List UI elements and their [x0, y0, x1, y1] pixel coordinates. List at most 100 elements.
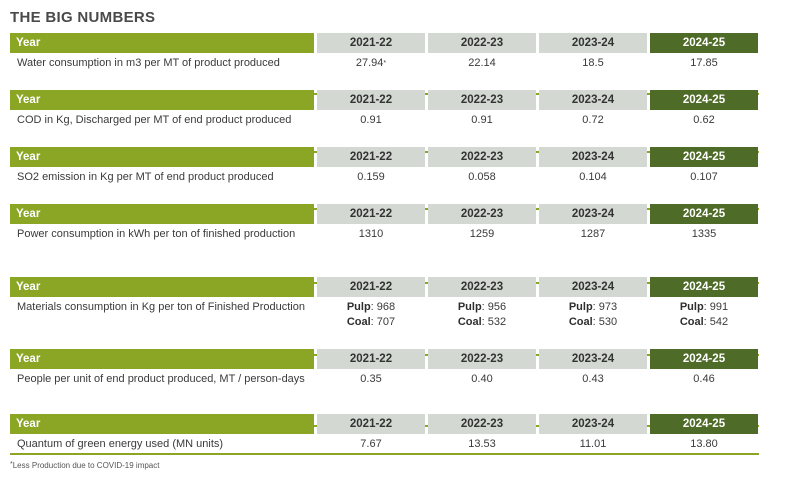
- pulp-value: 956: [487, 301, 507, 313]
- metric-value: 27.94*: [355, 57, 387, 69]
- pulp-label: Pulp: [679, 301, 704, 313]
- metric-value: 0.46: [693, 373, 715, 385]
- metric-label: Quantum of green energy used (MN units): [17, 438, 224, 450]
- year-column-header-current: 2024-25: [650, 349, 758, 369]
- metric-value: 0.35: [360, 373, 382, 385]
- table-row: Materials consumption in Kg per ton of F…: [10, 297, 759, 356]
- table-row: People per unit of end product produced,…: [10, 369, 759, 427]
- metric-value: 0.40: [471, 373, 493, 385]
- metric-value: 0.43: [582, 373, 604, 385]
- metric-value: 18.5: [582, 57, 604, 69]
- page-title: THE BIG NUMBERS: [10, 9, 156, 26]
- year-column-header: 2022-23: [428, 147, 536, 167]
- pulp-label: Pulp: [457, 301, 482, 313]
- year-column-header-current: 2024-25: [650, 277, 758, 297]
- year-column-header: 2023-24: [539, 277, 647, 297]
- metric-label: People per unit of end product produced,…: [17, 373, 305, 385]
- year-column-header: 2023-24: [539, 147, 647, 167]
- metric-table-green-energy: Year 2021-22 2022-23 2023-24 2024-25 Qua…: [10, 414, 759, 455]
- material-values: Pulp: 968 Coal: 707: [346, 301, 396, 328]
- table-header: Year 2021-22 2022-23 2023-24 2024-25: [10, 414, 759, 434]
- year-column-header: 2022-23: [428, 204, 536, 224]
- year-column-header: 2021-22: [317, 349, 425, 369]
- footnote-marker: *: [383, 60, 387, 67]
- table-row: Power consumption in kWh per ton of fini…: [10, 224, 759, 284]
- footnote-marker: *: [10, 461, 13, 468]
- metric-value: 1287: [580, 228, 606, 240]
- year-column-header-current: 2024-25: [650, 414, 758, 434]
- year-column-header-current: 2024-25: [650, 204, 758, 224]
- year-column-header: 2022-23: [428, 33, 536, 53]
- pulp-label: Pulp: [568, 301, 593, 313]
- metric-table-cod: Year 2021-22 2022-23 2023-24 2024-25 COD…: [10, 90, 759, 153]
- table-row: Quantum of green energy used (MN units) …: [10, 434, 759, 455]
- year-column-header-current: 2024-25: [650, 147, 758, 167]
- table-row: Water consumption in m3 per MT of produc…: [10, 53, 759, 95]
- coal-value: 542: [709, 316, 729, 328]
- metric-value: 0.107: [690, 171, 718, 183]
- coal-label: Coal: [568, 316, 593, 328]
- year-column-header: 2021-22: [317, 204, 425, 224]
- year-column-header: 2021-22: [317, 414, 425, 434]
- pulp-value: 991: [709, 301, 729, 313]
- coal-value: 707: [376, 316, 396, 328]
- year-column-header: 2021-22: [317, 33, 425, 53]
- metric-value: 1259: [469, 228, 495, 240]
- metric-value: 17.85: [690, 57, 718, 69]
- metric-table-people: Year 2021-22 2022-23 2023-24 2024-25 Peo…: [10, 349, 759, 427]
- table-header: Year 2021-22 2022-23 2023-24 2024-25: [10, 349, 759, 369]
- year-column-header: 2022-23: [428, 349, 536, 369]
- metric-value: 22.14: [468, 57, 496, 69]
- metric-value: 13.53: [468, 438, 496, 450]
- coal-value: 532: [487, 316, 507, 328]
- header-label: Year: [10, 277, 314, 297]
- year-column-header: 2022-23: [428, 90, 536, 110]
- material-values: Pulp: 956 Coal: 532: [457, 301, 507, 328]
- pulp-label: Pulp: [346, 301, 371, 313]
- metric-value: 0.72: [582, 114, 604, 126]
- metric-table-so2: Year 2021-22 2022-23 2023-24 2024-25 SO2…: [10, 147, 759, 210]
- material-values: Pulp: 973 Coal: 530: [568, 301, 618, 328]
- header-label: Year: [10, 349, 314, 369]
- table-header: Year 2021-22 2022-23 2023-24 2024-25: [10, 277, 759, 297]
- year-column-header: 2023-24: [539, 414, 647, 434]
- year-column-header: 2021-22: [317, 90, 425, 110]
- coal-label: Coal: [457, 316, 482, 328]
- metric-value: 0.91: [471, 114, 493, 126]
- metric-value: 1310: [358, 228, 384, 240]
- coal-label: Coal: [346, 316, 371, 328]
- metric-value: 7.67: [360, 438, 382, 450]
- table-header: Year 2021-22 2022-23 2023-24 2024-25: [10, 204, 759, 224]
- metric-label: Materials consumption in Kg per ton of F…: [17, 301, 305, 313]
- year-column-header: 2021-22: [317, 277, 425, 297]
- table-header: Year 2021-22 2022-23 2023-24 2024-25: [10, 147, 759, 167]
- metric-value: 1335: [691, 228, 717, 240]
- pulp-value: 968: [376, 301, 396, 313]
- header-label: Year: [10, 147, 314, 167]
- metric-value: 0.62: [693, 114, 715, 126]
- year-column-header: 2023-24: [539, 33, 647, 53]
- footnote-text: Less Production due to COVID-19 impact: [12, 461, 160, 470]
- metric-label: COD in Kg, Discharged per MT of end prod…: [17, 114, 292, 126]
- table-header: Year 2021-22 2022-23 2023-24 2024-25: [10, 90, 759, 110]
- metric-table-power: Year 2021-22 2022-23 2023-24 2024-25 Pow…: [10, 204, 759, 284]
- metric-label: SO2 emission in Kg per MT of end product…: [17, 171, 274, 183]
- metric-value: 13.80: [690, 438, 718, 450]
- metric-table-water: Year 2021-22 2022-23 2023-24 2024-25 Wat…: [10, 33, 759, 95]
- pulp-value: 973: [598, 301, 618, 313]
- footnote: *Less Production due to COVID-19 impact: [10, 461, 159, 470]
- year-column-header: 2022-23: [428, 277, 536, 297]
- metric-value: 0.104: [579, 171, 607, 183]
- metric-value: 0.159: [357, 171, 385, 183]
- material-values: Pulp: 991 Coal: 542: [679, 301, 729, 328]
- metric-label: Power consumption in kWh per ton of fini…: [17, 228, 296, 240]
- year-column-header: 2023-24: [539, 204, 647, 224]
- coal-value: 530: [598, 316, 618, 328]
- header-label: Year: [10, 414, 314, 434]
- metric-table-materials: Year 2021-22 2022-23 2023-24 2024-25 Mat…: [10, 277, 759, 356]
- metric-value: 0.058: [468, 171, 496, 183]
- year-column-header: 2021-22: [317, 147, 425, 167]
- metric-value: 0.91: [360, 114, 382, 126]
- year-column-header: 2023-24: [539, 90, 647, 110]
- table-header: Year 2021-22 2022-23 2023-24 2024-25: [10, 33, 759, 53]
